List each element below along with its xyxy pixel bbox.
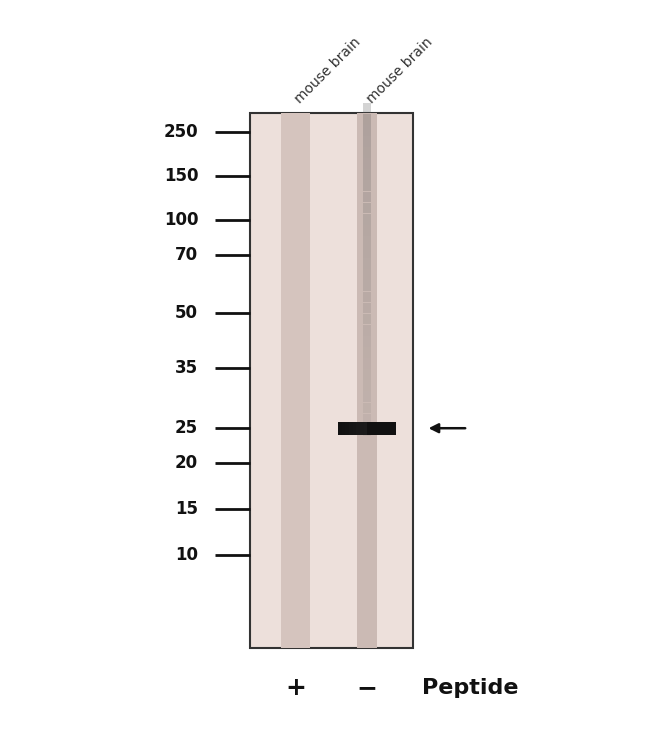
Bar [363,114,371,124]
Bar [363,181,371,191]
Bar [363,392,371,402]
Bar [363,158,371,169]
Bar [360,422,363,435]
Bar [363,125,371,135]
Bar [356,422,360,435]
Bar [363,314,371,324]
Text: 20: 20 [175,454,198,471]
Bar [363,169,371,180]
Text: 35: 35 [175,359,198,377]
Bar [338,422,396,435]
Text: mouse brain: mouse brain [292,35,363,106]
Bar [345,422,349,435]
Bar [352,422,356,435]
Bar [250,113,413,648]
Bar [363,102,371,113]
Bar [363,214,371,225]
Text: +: + [285,676,306,700]
Bar [363,336,371,347]
Text: mouse brain: mouse brain [364,35,435,106]
Text: −: − [357,676,378,700]
Bar [363,147,371,158]
Text: 25: 25 [175,419,198,437]
Bar [363,258,371,269]
Bar [363,203,371,214]
Bar [363,422,367,435]
Text: 50: 50 [176,305,198,322]
Bar [363,236,371,247]
Bar [363,192,371,202]
Text: 100: 100 [164,211,198,228]
Bar [363,280,371,291]
Bar [363,358,371,369]
Bar [363,291,371,302]
Bar [363,302,371,313]
Text: 150: 150 [164,167,198,184]
Bar [349,422,352,435]
Bar [281,113,311,648]
Bar [342,422,345,435]
Text: 10: 10 [176,546,198,564]
Bar [363,136,371,147]
Bar [338,422,342,435]
Text: 250: 250 [164,123,198,141]
Bar [363,269,371,280]
Text: 15: 15 [176,500,198,518]
Bar [363,225,371,236]
Bar [363,325,371,335]
Bar [363,369,371,380]
Bar [363,414,371,425]
Bar [363,381,371,391]
Text: 70: 70 [175,246,198,264]
Text: Peptide: Peptide [422,678,519,698]
Bar [363,403,371,414]
Bar [363,247,371,258]
Bar [363,347,371,358]
Bar [363,425,371,436]
Bar [358,113,377,648]
